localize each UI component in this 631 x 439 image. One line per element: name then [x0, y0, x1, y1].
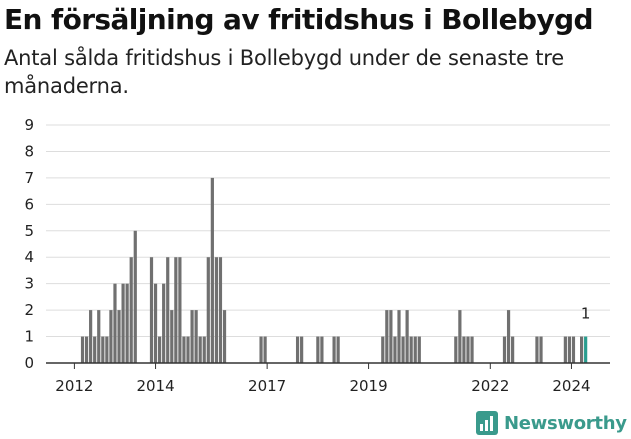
bar — [506, 310, 511, 363]
y-tick-label: 6 — [24, 195, 34, 213]
x-tick-label: 2014 — [136, 377, 174, 395]
bar — [117, 310, 121, 363]
bar — [206, 257, 210, 363]
bar — [263, 336, 267, 363]
bar — [454, 336, 458, 363]
y-tick-label: 4 — [24, 248, 34, 266]
bar — [316, 336, 320, 363]
y-tick-label: 9 — [24, 116, 34, 134]
bar — [113, 283, 117, 363]
bar — [470, 336, 474, 363]
bar — [218, 257, 223, 363]
x-axis: 2012 2014 2017 2019 2022 2024 — [46, 362, 610, 395]
bar — [389, 310, 393, 363]
y-tick-label: 1 — [24, 328, 34, 346]
y-tick-label: 8 — [24, 142, 34, 160]
newsworthy-logo: Newsworthy — [476, 409, 627, 437]
bar — [158, 336, 162, 363]
bar — [198, 336, 202, 363]
bar — [125, 283, 129, 363]
bar — [401, 336, 405, 363]
bar — [194, 310, 198, 363]
bar — [166, 257, 170, 363]
bar — [121, 283, 125, 363]
y-tick-label: 2 — [24, 301, 34, 319]
bar — [535, 336, 539, 363]
bar — [458, 310, 462, 363]
bar — [300, 336, 304, 363]
y-tick-label: 7 — [24, 169, 34, 187]
x-tick-label: 2022 — [471, 377, 509, 395]
bar — [129, 257, 133, 363]
bar — [186, 336, 190, 363]
bar — [539, 336, 543, 363]
newsworthy-logo-text: Newsworthy — [504, 412, 627, 434]
bar — [567, 336, 572, 363]
bar — [385, 310, 389, 363]
bar — [393, 336, 397, 363]
bar — [563, 336, 567, 363]
newsworthy-logo-icon — [476, 411, 498, 435]
bar — [162, 283, 166, 363]
annotations: 1 — [581, 305, 591, 323]
bar — [149, 257, 154, 363]
bar — [222, 310, 227, 363]
bar — [571, 336, 576, 363]
bar — [417, 336, 421, 363]
y-tick-label: 5 — [24, 222, 34, 240]
bar — [214, 257, 219, 363]
bar — [502, 336, 507, 363]
bar — [101, 336, 105, 363]
bar — [210, 177, 214, 363]
x-tick-label: 2019 — [349, 377, 387, 395]
bar — [93, 336, 97, 363]
bar — [84, 336, 89, 363]
bar — [105, 336, 109, 363]
y-tick-label: 0 — [24, 354, 34, 372]
chart-subtitle: Antal sålda fritidshus i Bollebygd under… — [4, 46, 564, 98]
x-tick-label: 2017 — [248, 377, 286, 395]
bar — [332, 336, 336, 363]
bar — [97, 310, 101, 363]
bar — [336, 336, 340, 363]
bars — [80, 177, 588, 363]
bar — [80, 336, 85, 363]
bar — [178, 257, 182, 363]
bar — [511, 336, 515, 363]
x-tick-label: 2012 — [55, 377, 93, 395]
y-tick-label: 3 — [24, 275, 34, 293]
bar — [466, 336, 470, 363]
bar — [580, 336, 584, 363]
bar — [190, 310, 194, 363]
y-axis-ticks: 0 1 2 3 4 5 6 7 8 9 — [24, 116, 34, 372]
x-tick-label: 2024 — [552, 377, 590, 395]
bar — [381, 336, 385, 363]
bar — [174, 257, 178, 363]
y-gridlines — [46, 124, 610, 338]
bar — [182, 336, 186, 363]
bar — [409, 336, 413, 363]
bar — [413, 336, 417, 363]
bar — [109, 310, 113, 363]
bar — [462, 336, 466, 363]
highlight-value-label: 1 — [581, 305, 591, 323]
bar — [89, 310, 93, 363]
highlight-bar — [584, 336, 588, 363]
bar — [397, 310, 401, 363]
bar — [295, 336, 300, 363]
chart-title: En försäljning av fritidshus i Bollebygd — [4, 3, 594, 36]
bar — [202, 336, 206, 363]
bar — [405, 310, 409, 363]
bar — [153, 283, 158, 363]
bar — [320, 336, 324, 363]
bar — [170, 310, 174, 363]
bar — [133, 230, 137, 363]
bar — [259, 336, 263, 363]
